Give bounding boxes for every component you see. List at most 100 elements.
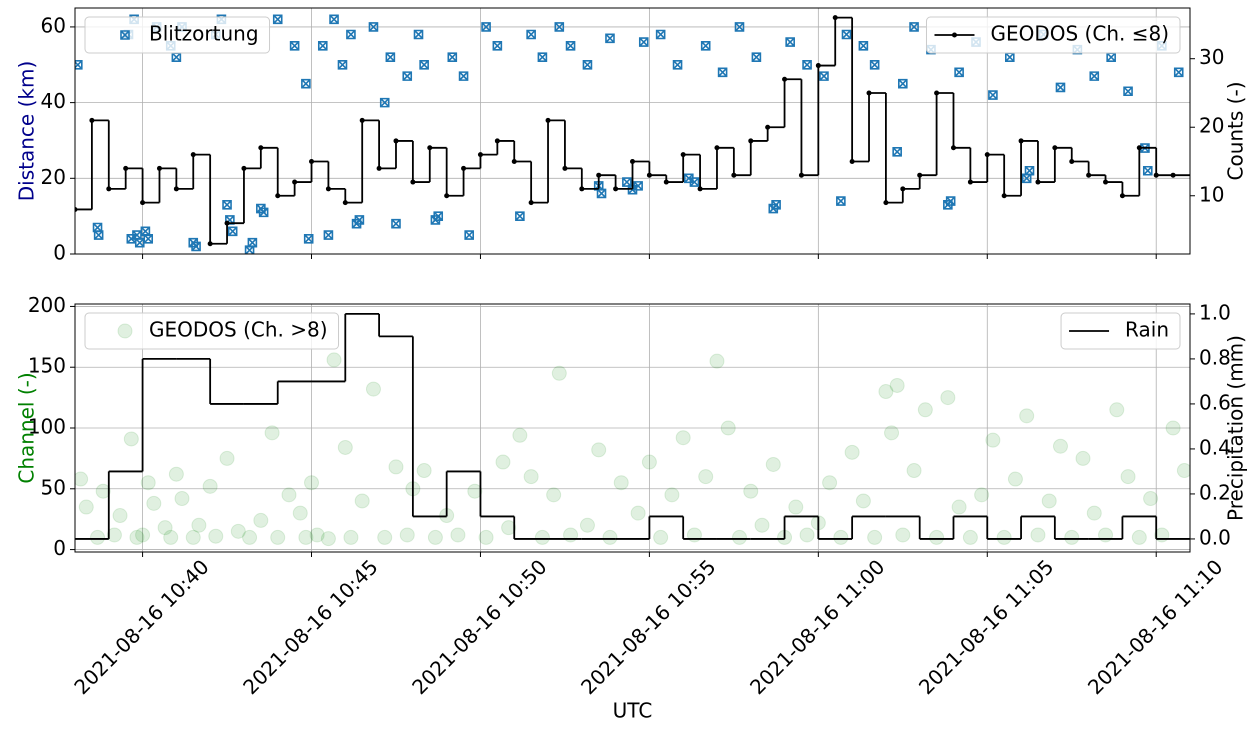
scatter-point <box>123 431 139 447</box>
scatter-point <box>1086 505 1102 521</box>
scatter-point <box>996 529 1012 545</box>
scatter-point <box>385 52 396 62</box>
scatter-point <box>717 67 728 78</box>
scatter-point <box>1041 493 1057 509</box>
step-marker <box>207 241 213 247</box>
scatter-point <box>272 14 283 25</box>
step-marker <box>1035 179 1041 185</box>
step-marker <box>782 76 788 82</box>
scatter-point <box>802 59 812 70</box>
step-marker <box>613 186 619 192</box>
scatter-point <box>884 425 900 441</box>
scatter-point <box>841 29 852 40</box>
scatter-point <box>343 529 359 545</box>
scatter-point <box>129 529 145 545</box>
legend: GEODOS (Ch. >8) <box>84 312 340 350</box>
scatter-point <box>492 41 503 51</box>
y-tick-label: 150 <box>28 354 66 378</box>
scatter-point <box>1055 82 1066 93</box>
scatter-point <box>377 529 393 545</box>
scatter-point <box>78 499 94 515</box>
scatter-point <box>686 527 702 543</box>
step-marker <box>393 138 399 144</box>
scatter-point <box>1173 67 1184 78</box>
scatter-point <box>895 527 911 543</box>
legend-marker <box>951 32 957 38</box>
scatter-point <box>515 211 525 221</box>
scatter-point <box>940 390 956 406</box>
y-tick-label: 50 <box>41 475 66 499</box>
scatter-point <box>836 196 846 206</box>
scatter-point <box>799 527 815 543</box>
scatter-point <box>988 90 998 100</box>
scatter-point <box>253 512 269 528</box>
scatter-point <box>822 475 838 491</box>
scatter-point <box>143 234 154 244</box>
scatter-point <box>185 529 201 545</box>
step-marker <box>190 152 196 158</box>
scatter-point <box>292 505 308 521</box>
step-marker <box>477 152 483 158</box>
y-tick-label: 60 <box>41 13 66 37</box>
legend-frame <box>84 312 340 350</box>
scatter-point <box>337 439 353 455</box>
scatter-point <box>242 529 258 545</box>
scatter-point <box>582 59 593 70</box>
scatter-point <box>1109 402 1125 418</box>
scatter-point <box>731 529 747 545</box>
scatter-point <box>157 520 173 536</box>
scatter-point <box>565 41 576 51</box>
step-marker <box>376 165 382 171</box>
scatter-point <box>579 517 595 533</box>
step-marker <box>748 138 754 144</box>
step-marker <box>680 152 686 158</box>
step-marker <box>1018 138 1024 144</box>
scatter-point <box>163 529 179 545</box>
scatter-point <box>1089 71 1100 81</box>
scatter-point <box>458 71 469 81</box>
scatter-point <box>974 487 990 503</box>
legend-label: Rain <box>1125 318 1169 342</box>
step-marker <box>89 117 95 123</box>
step-marker <box>75 206 78 212</box>
scatter-point <box>954 67 964 78</box>
scatter-point <box>304 475 320 491</box>
scatter-point <box>413 29 424 40</box>
step-marker <box>224 220 230 226</box>
step-marker <box>292 179 298 185</box>
y2-tick-label: 0.6 <box>1199 390 1231 414</box>
y2-tick-label: 10 <box>1199 182 1224 206</box>
step-marker <box>900 186 906 192</box>
y2-tick-label: 1.0 <box>1199 300 1231 324</box>
scatter-point <box>202 478 218 494</box>
scatter-point <box>247 237 258 248</box>
step-marker <box>241 165 247 171</box>
step-marker <box>663 179 669 185</box>
scatter-point <box>281 487 297 503</box>
step-marker <box>731 172 737 178</box>
scatter-point <box>1052 438 1068 454</box>
step-marker <box>275 193 281 199</box>
x-axis-label: UTC <box>613 699 653 723</box>
step-marker <box>1001 193 1007 199</box>
scatter-point <box>1075 450 1091 466</box>
scatter-point <box>537 52 548 62</box>
scatter-point <box>1143 491 1159 507</box>
scatter-point <box>512 427 528 443</box>
scatter-point <box>788 499 804 515</box>
scatter-point <box>289 41 300 51</box>
scatter-point <box>684 173 694 184</box>
scatter-point <box>135 527 151 543</box>
scatter-point <box>602 529 618 545</box>
plot-area: 2021-08-16 10:40 2021-08-16 10:45 2021-08-… <box>15 293 1248 723</box>
x-tick-label: 2021-08-16 10:55 <box>576 555 720 699</box>
scatter-point <box>298 529 314 545</box>
scatter-point <box>208 528 224 544</box>
x-tick-label: 2021-08-16 11:00 <box>745 555 889 699</box>
scatter-point <box>258 207 269 218</box>
scatter-point <box>90 529 106 545</box>
step-marker <box>697 186 703 192</box>
scatter-point <box>765 456 781 472</box>
legend-frame <box>84 16 271 54</box>
